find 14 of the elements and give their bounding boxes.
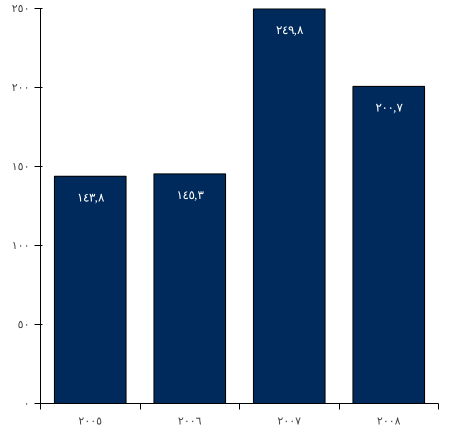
- x-tick-label: ٢٠٠٦: [178, 414, 202, 428]
- y-tick-label: ٠: [24, 397, 30, 410]
- y-tick-label: ١٥٠: [12, 160, 30, 173]
- data-label: ١٤٣,٨: [76, 190, 105, 204]
- x-tick-label: ٢٠٠٨: [376, 414, 401, 428]
- x-tick-label: ٢٠٠٧: [277, 414, 302, 428]
- y-tick-label: ٢٠٠: [12, 81, 30, 94]
- data-label: ٢٤٩,٨: [276, 22, 304, 37]
- data-label: ١٤٥,٣: [176, 188, 204, 202]
- y-tick-label: ١٠٠: [12, 239, 30, 252]
- y-tick-label: ٢٥٠: [12, 2, 30, 15]
- x-tick-label: ٢٠٠٥: [78, 414, 102, 428]
- data-label: ٢٠٠,٧: [375, 100, 404, 114]
- y-tick-label: ٥٠: [18, 318, 30, 331]
